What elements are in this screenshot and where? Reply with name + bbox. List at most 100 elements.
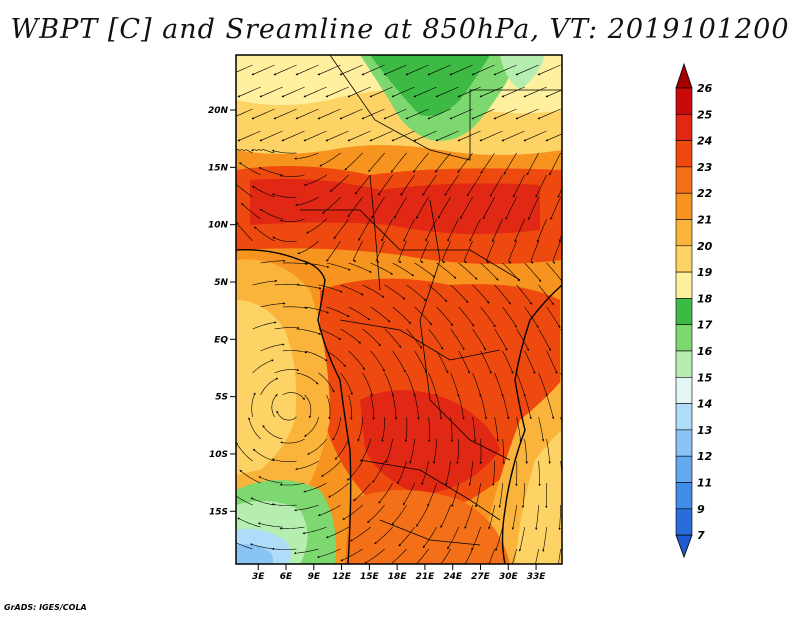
streamline <box>414 262 436 278</box>
streamline <box>524 350 536 374</box>
streamline <box>303 416 319 437</box>
streamline <box>530 240 539 264</box>
streamline <box>390 152 407 173</box>
lat-tick-label: 10S <box>209 450 228 460</box>
colorbar-top-arrow <box>675 62 693 89</box>
streamline <box>502 350 514 374</box>
streamline <box>271 458 297 462</box>
streamline <box>428 328 444 350</box>
streamline <box>434 152 451 173</box>
streamline <box>346 460 363 481</box>
lon-tick-label: 6E <box>280 572 293 582</box>
streamline <box>361 64 385 76</box>
streamline <box>317 108 341 120</box>
streamline <box>339 64 363 76</box>
streamline <box>282 392 306 400</box>
wbpt-region-south-warm <box>345 490 510 564</box>
streamline <box>480 306 496 328</box>
streamline <box>332 416 341 441</box>
colorbar-label: 11 <box>697 477 712 490</box>
streamline <box>492 461 495 487</box>
streamline <box>524 262 542 282</box>
map-frame <box>235 54 563 565</box>
streamline <box>523 86 547 98</box>
lat-tick-label: 15N <box>208 163 229 173</box>
streamline <box>413 130 437 142</box>
streamline <box>362 328 381 347</box>
streamline <box>494 284 511 305</box>
streamline <box>353 482 371 502</box>
streamline <box>364 548 385 564</box>
streamline <box>259 208 283 220</box>
chart-title: WBPT [C] and Sreamline at 850hPa, VT: 20… <box>10 14 790 45</box>
streamline <box>274 368 300 374</box>
streamline <box>436 262 457 279</box>
streamline <box>329 174 349 192</box>
streamline <box>406 284 427 301</box>
streamline <box>273 108 297 120</box>
lon-tick-label: 12E <box>332 572 352 582</box>
colorbar-label: 18 <box>697 292 713 305</box>
streamline <box>325 86 349 98</box>
credit-label: GrADS: IGES/COLA <box>4 603 87 612</box>
streamline <box>273 64 297 76</box>
streamline <box>472 284 490 304</box>
streamline <box>502 394 510 420</box>
streamline <box>251 148 275 154</box>
streamline <box>505 196 517 220</box>
streamline <box>282 262 308 266</box>
streamline <box>295 196 319 207</box>
country-borders <box>300 55 562 546</box>
streamline <box>447 218 459 242</box>
colorbar-label: 9 <box>697 503 705 516</box>
streamline <box>304 306 330 314</box>
streamline <box>494 372 504 397</box>
streamline <box>501 130 525 142</box>
streamline <box>369 130 393 142</box>
colorbar-band <box>675 114 693 141</box>
streamline <box>409 438 415 464</box>
streamline <box>381 218 393 242</box>
streamline <box>538 284 554 306</box>
streamline <box>545 133 562 142</box>
streamline <box>428 372 438 397</box>
streamline <box>450 372 460 397</box>
streamline <box>422 174 437 196</box>
streamline <box>472 416 477 443</box>
streamline <box>458 350 470 374</box>
streamline <box>294 504 319 512</box>
streamline <box>334 438 349 460</box>
streamline <box>435 86 459 98</box>
latitude-axis: 20N 15N 10N 5N EQ 5S 10S 15S <box>208 106 236 517</box>
streamline <box>458 262 478 280</box>
streamline <box>348 394 353 420</box>
streamline <box>378 174 393 196</box>
streamline <box>463 240 473 264</box>
streamline <box>304 350 328 362</box>
lon-tick-label: 9E <box>308 572 321 582</box>
streamline <box>274 326 300 330</box>
streamline <box>348 262 372 273</box>
streamline <box>252 448 275 462</box>
streamline <box>436 394 443 420</box>
streamline <box>441 240 451 263</box>
streamline <box>546 438 551 464</box>
streamline <box>304 394 312 419</box>
streamline <box>250 497 275 506</box>
streamline <box>406 372 416 397</box>
streamline <box>542 526 547 552</box>
streamline <box>347 196 363 218</box>
streamline <box>260 259 286 264</box>
streamline <box>258 476 283 484</box>
streamline <box>272 236 297 243</box>
colorbar-label: 24 <box>697 135 712 148</box>
streamline <box>385 438 393 464</box>
streamline <box>552 240 561 264</box>
streamline <box>549 152 561 176</box>
streamline <box>406 328 423 349</box>
streamline <box>293 548 319 555</box>
streamline <box>279 174 305 178</box>
streamline <box>501 86 525 98</box>
streamline <box>254 226 275 242</box>
streamline <box>490 174 503 197</box>
